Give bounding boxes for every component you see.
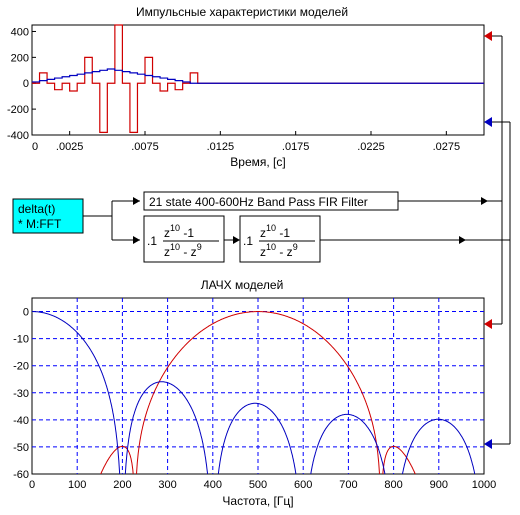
freq-series (32, 311, 476, 474)
tf1-denominator: z10 - z9 (164, 242, 202, 259)
freq-x-tick-label: 400 (204, 479, 222, 491)
impulse-y-tick-label: -400 (7, 130, 29, 142)
impulse-y-tick-label: 200 (11, 52, 29, 64)
impulse-x-tick-label: .0275 (433, 141, 461, 153)
impulse-blue-input-port-icon[interactable] (484, 117, 492, 127)
impulse-plot: Импульсные характеристики моделей -400 -2… (7, 5, 485, 169)
freq-x-tick-label: 800 (384, 479, 402, 491)
impulse-x-tick-label: .0075 (131, 141, 159, 153)
transfer-function-block-2[interactable]: .1 z10 -1 z10 - z9 (239, 215, 321, 263)
freq-y-tick-label: -20 (13, 361, 29, 373)
impulse-y-tick-label: -200 (7, 104, 29, 116)
freq-x-tick-label: 0 (29, 479, 35, 491)
transfer-function-block-1[interactable]: .1 z10 -1 z10 - z9 (143, 215, 225, 263)
tf1-gain: .1 (147, 234, 157, 248)
impulse-series-blue-line (32, 68, 484, 84)
impulse-series-red-line (32, 24, 484, 134)
freq-x-label: Частота, [Гц] (222, 494, 293, 508)
tf1-frame (143, 215, 225, 263)
impulse-y-ticks: -400 -200 0 200 400 (7, 26, 36, 142)
tf2-frame (239, 215, 321, 263)
impulse-x-tick-label: 0 (32, 141, 38, 153)
tf2-denominator: z10 - z9 (260, 242, 298, 259)
impulse-series (32, 24, 484, 134)
tf2-numerator: z10 -1 (260, 223, 290, 240)
impulse-x-tick-label: .0175 (282, 141, 310, 153)
freq-x-tick-label: 600 (294, 479, 312, 491)
freq-x-tick-label: 300 (158, 479, 176, 491)
impulse-title: Импульсные характеристики моделей (136, 5, 348, 19)
freq-y-ticks: -60 -50 -40 -30 -20 -10 0 (13, 307, 29, 481)
freq-red-input-port-icon[interactable] (484, 319, 492, 329)
freq-x-tick-label: 900 (430, 479, 448, 491)
freq-x-ticks: 0 100 200 300 400 500 600 700 800 900 1000 (29, 479, 496, 491)
impulse-y-tick-label: 400 (11, 26, 29, 38)
tf1-numerator: z10 -1 (164, 223, 194, 240)
source-label-delta: delta(t) (18, 202, 55, 216)
freq-title: ЛАЧХ моделей (201, 278, 284, 292)
freq-y-tick-label: -10 (13, 334, 29, 346)
freq-y-tick-label: -40 (13, 415, 29, 427)
tf2-gain: .1 (243, 234, 253, 248)
source-label-fft: * M:FFT (18, 217, 62, 231)
freq-x-tick-label: 500 (249, 479, 267, 491)
freq-x-tick-label: 200 (113, 479, 131, 491)
freq-x-tick-label: 100 (68, 479, 86, 491)
fir-filter-block[interactable]: 21 state 400-600Hz Band Pass FIR Filter (143, 191, 399, 211)
source-block-delta-fft[interactable]: delta(t) * M:FFT (12, 198, 84, 234)
freq-y-tick-label: -60 (13, 469, 29, 481)
impulse-x-tick-label: .0025 (56, 141, 84, 153)
fir-block-label: 21 state 400-600Hz Band Pass FIR Filter (149, 195, 368, 209)
freq-x-tick-label: 700 (339, 479, 357, 491)
freq-series-red-line (100, 311, 416, 474)
impulse-y-tick-label: 0 (23, 78, 29, 90)
impulse-x-ticks: 0 .0025 .0075 .0125 .0175 .0225 .0275 (31, 131, 461, 153)
fir-input-arrow-icon (133, 197, 140, 205)
freq-y-tick-label: 0 (23, 307, 29, 319)
freq-series-blue-line (32, 311, 476, 474)
frequency-plot: ЛАЧХ моделей -60 -50 -40 -30 -20 -10 0 0 100 200… (13, 278, 496, 508)
tf1-input-arrow-icon (133, 236, 140, 244)
tf2-input-arrow-icon (233, 236, 240, 244)
fir-output-arrow-icon (481, 197, 488, 205)
impulse-x-label: Время, [с] (230, 155, 285, 169)
impulse-red-input-port-icon[interactable] (484, 31, 492, 41)
impulse-x-tick-label: .0225 (357, 141, 385, 153)
tf2-output-arrow-icon (459, 236, 466, 244)
freq-blue-input-port-icon[interactable] (484, 439, 492, 449)
freq-y-tick-label: -50 (13, 442, 29, 454)
freq-x-tick-label: 1000 (472, 479, 496, 491)
impulse-x-tick-label: .0125 (207, 141, 235, 153)
freq-y-tick-label: -30 (13, 388, 29, 400)
block-diagram: delta(t) * M:FFT 21 state 400-600Hz Band… (12, 31, 511, 449)
